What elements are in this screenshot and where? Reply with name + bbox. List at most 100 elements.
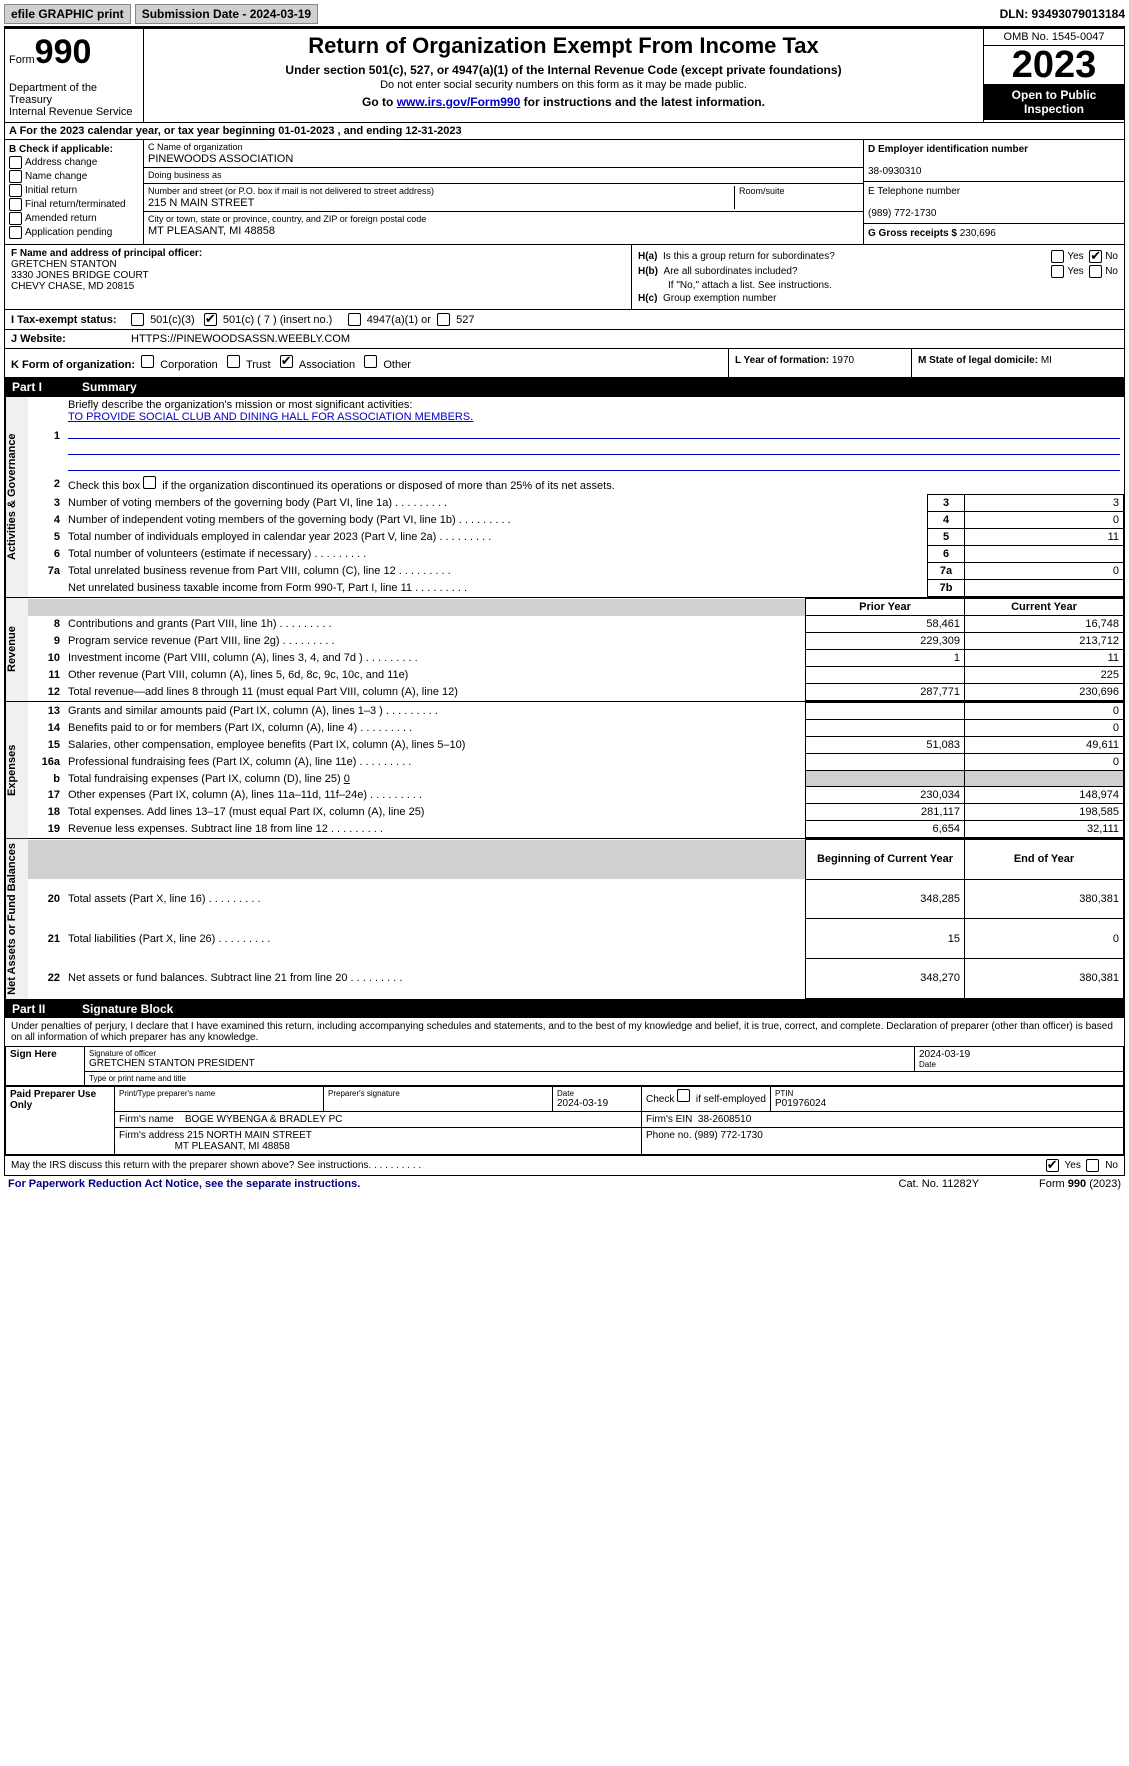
part2-header: Part II Signature Block xyxy=(4,1000,1125,1018)
checkbox-address-change[interactable] xyxy=(9,156,22,169)
ssn-note: Do not enter social security numbers on … xyxy=(152,79,975,91)
checkbox-initial-return[interactable] xyxy=(9,184,22,197)
firm-ein: 38-2608510 xyxy=(698,1114,751,1125)
section-klm: K Form of organization: Corporation Trus… xyxy=(4,349,1125,378)
checkbox-final-return[interactable] xyxy=(9,198,22,211)
header-right: OMB No. 1545-0047 2023 Open to Public In… xyxy=(983,29,1124,122)
header-left: Form990 Department of the Treasury Inter… xyxy=(5,29,144,122)
l4-value: 0 xyxy=(965,512,1124,529)
officer-name: GRETCHEN STANTON xyxy=(11,259,117,270)
ptin-value: P01976024 xyxy=(775,1098,826,1109)
perjury-statement: Under penalties of perjury, I declare th… xyxy=(5,1018,1124,1046)
col-f: F Name and address of principal officer:… xyxy=(5,245,631,309)
checkbox-hb-no[interactable] xyxy=(1089,265,1102,278)
org-name: PINEWOODS ASSOCIATION xyxy=(148,153,293,165)
dba-cell: Doing business as xyxy=(144,168,863,184)
org-name-cell: C Name of organization PINEWOODS ASSOCIA… xyxy=(144,140,863,168)
checkbox-discuss-yes[interactable] xyxy=(1046,1159,1059,1172)
l6-value xyxy=(965,546,1124,563)
col-c: C Name of organization PINEWOODS ASSOCIA… xyxy=(144,140,863,244)
vtab-revenue: Revenue xyxy=(5,598,28,701)
header-center: Return of Organization Exempt From Incom… xyxy=(144,29,983,122)
col-d: D Employer identification number 38-0930… xyxy=(863,140,1124,244)
goto-line: Go to www.irs.gov/Form990 for instructio… xyxy=(152,95,975,109)
line-j: J Website: HTTPS://PINEWOODSASSN.WEEBLY.… xyxy=(5,330,1124,348)
gross-cell: G Gross receipts $ 230,696 xyxy=(864,223,1124,243)
checkbox-4947[interactable] xyxy=(348,313,361,326)
line-i: I Tax-exempt status: 501(c)(3) 501(c) ( … xyxy=(5,310,1124,330)
section-ij: I Tax-exempt status: 501(c)(3) 501(c) ( … xyxy=(4,310,1125,349)
phone-value: (989) 772-1730 xyxy=(868,208,936,219)
ein-cell: D Employer identification number 38-0930… xyxy=(864,140,1124,181)
l7b-value xyxy=(965,580,1124,597)
city-state-zip: MT PLEASANT, MI 48858 xyxy=(148,225,275,237)
line-k: K Form of organization: Corporation Trus… xyxy=(5,349,728,377)
tax-year: 2023 xyxy=(984,46,1124,84)
website-value: HTTPS://PINEWOODSASSN.WEEBLY.COM xyxy=(131,333,350,345)
line-l: L Year of formation: 1970 xyxy=(728,349,911,377)
checkbox-corp[interactable] xyxy=(141,355,154,368)
col-h: H(a) Is this a group return for subordin… xyxy=(631,245,1124,309)
paid-preparer-label: Paid Preparer Use Only xyxy=(6,1086,115,1154)
mission-text: TO PROVIDE SOCIAL CLUB AND DINING HALL F… xyxy=(68,411,473,423)
signature-block: Under penalties of perjury, I declare th… xyxy=(4,1018,1125,1176)
cat-no: Cat. No. 11282Y xyxy=(899,1178,980,1190)
form-title: Return of Organization Exempt From Incom… xyxy=(152,33,975,59)
checkbox-ha-yes[interactable] xyxy=(1051,250,1064,263)
phone-cell: E Telephone number (989) 772-1730 xyxy=(864,181,1124,223)
sign-here-label: Sign Here xyxy=(6,1046,85,1085)
open-public-badge: Open to Public Inspection xyxy=(984,84,1124,120)
l5-value: 11 xyxy=(965,529,1124,546)
checkbox-self-employed[interactable] xyxy=(677,1089,690,1102)
city-cell: City or town, state or province, country… xyxy=(144,212,863,239)
top-bar: efile GRAPHIC print Submission Date - 20… xyxy=(4,4,1125,28)
hb-note: If "No," attach a list. See instructions… xyxy=(638,280,1118,291)
checkbox-discuss-no[interactable] xyxy=(1086,1159,1099,1172)
section-fh: F Name and address of principal officer:… xyxy=(4,245,1125,310)
checkbox-501c[interactable] xyxy=(204,313,217,326)
summary-netassets: Net Assets or Fund Balances Beginning of… xyxy=(4,839,1125,1000)
firm-name: BOGE WYBENGA & BRADLEY PC xyxy=(185,1114,343,1125)
line-a: A For the 2023 calendar year, or tax yea… xyxy=(4,123,1125,140)
checkbox-assoc[interactable] xyxy=(280,355,293,368)
form-header: Form990 Department of the Treasury Inter… xyxy=(4,28,1125,123)
checkbox-ha-no[interactable] xyxy=(1089,250,1102,263)
checkbox-501c3[interactable] xyxy=(131,313,144,326)
firm-phone: (989) 772-1730 xyxy=(694,1130,762,1141)
form-number: 990 xyxy=(35,33,92,71)
street-row: Number and street (or P.O. box if mail i… xyxy=(144,184,863,212)
gross-value: 230,696 xyxy=(960,228,996,239)
page-footer: For Paperwork Reduction Act Notice, see … xyxy=(4,1176,1125,1192)
checkbox-app-pending[interactable] xyxy=(9,226,22,239)
checkbox-name-change[interactable] xyxy=(9,170,22,183)
irs-link[interactable]: www.irs.gov/Form990 xyxy=(397,95,521,109)
submission-date: Submission Date - 2024-03-19 xyxy=(135,4,318,24)
summary-revenue: Revenue Prior YearCurrent Year 8Contribu… xyxy=(4,598,1125,702)
summary-governance: Activities & Governance 1 Briefly descri… xyxy=(4,396,1125,598)
section-bcd: B Check if applicable: Address change Na… xyxy=(4,140,1125,245)
officer-signature: GRETCHEN STANTON PRESIDENT xyxy=(89,1058,255,1069)
col-b-header: B Check if applicable: xyxy=(9,144,139,155)
line-m: M State of legal domicile: MI xyxy=(911,349,1124,377)
checkbox-other[interactable] xyxy=(364,355,377,368)
checkbox-trust[interactable] xyxy=(227,355,240,368)
checkbox-discontinued[interactable] xyxy=(143,476,156,489)
form-subtitle: Under section 501(c), 527, or 4947(a)(1)… xyxy=(152,63,975,77)
vtab-governance: Activities & Governance xyxy=(5,397,28,597)
summary-expenses: Expenses 13Grants and similar amounts pa… xyxy=(4,702,1125,839)
col-b-checkboxes: B Check if applicable: Address change Na… xyxy=(5,140,144,244)
vtab-netassets: Net Assets or Fund Balances xyxy=(5,839,28,999)
paperwork-notice: For Paperwork Reduction Act Notice, see … xyxy=(8,1178,360,1190)
part1-header: Part I Summary xyxy=(4,378,1125,396)
department-label: Department of the Treasury Internal Reve… xyxy=(9,82,139,118)
checkbox-527[interactable] xyxy=(437,313,450,326)
l3-value: 3 xyxy=(965,495,1124,512)
sig-date: 2024-03-19 xyxy=(919,1049,970,1060)
ein-value: 38-0930310 xyxy=(868,166,921,177)
efile-print-button[interactable]: efile GRAPHIC print xyxy=(4,4,131,24)
checkbox-amended[interactable] xyxy=(9,212,22,225)
form-word: Form xyxy=(9,54,35,66)
vtab-expenses: Expenses xyxy=(5,702,28,838)
checkbox-hb-yes[interactable] xyxy=(1051,265,1064,278)
dln-label: DLN: 93493079013184 xyxy=(1000,7,1125,21)
